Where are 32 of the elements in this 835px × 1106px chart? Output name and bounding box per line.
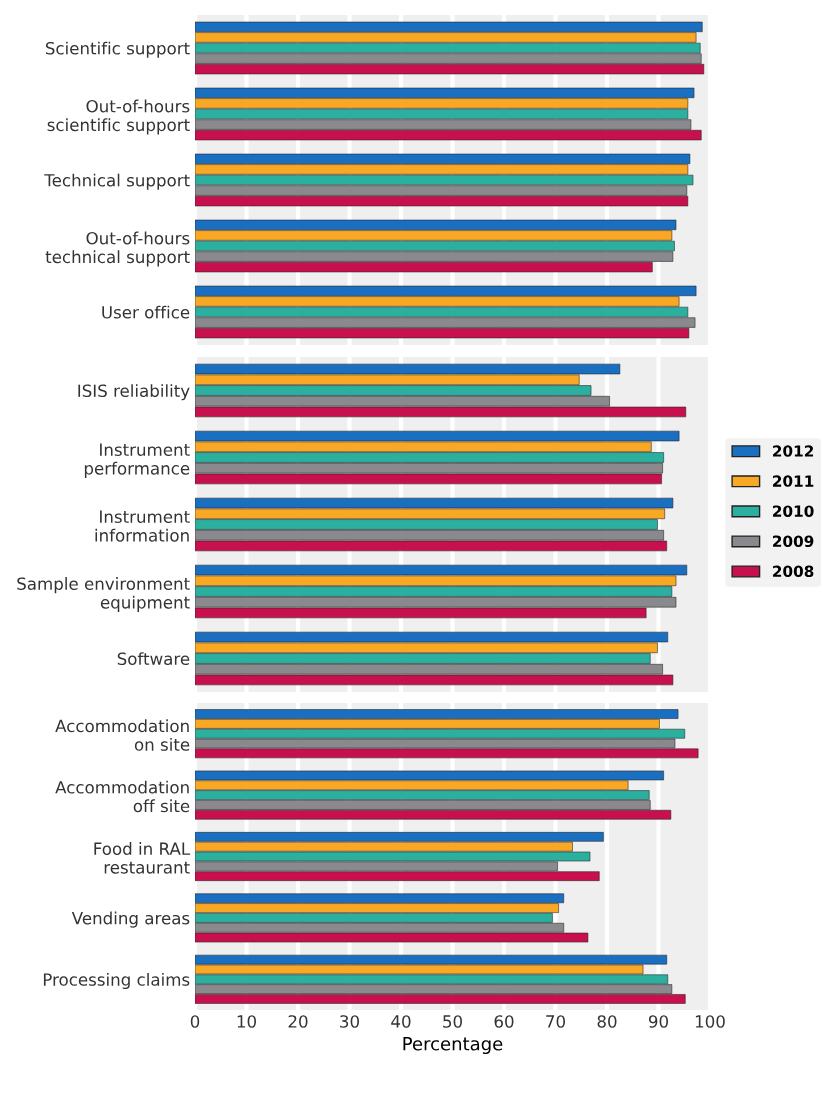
x-tick-label: 0 [190, 1015, 200, 1028]
x-tick-label: 50 [443, 1015, 462, 1028]
y-tick-label: Vending areas [71, 911, 190, 928]
y-tick-label: Food in RAL restaurant [94, 842, 191, 874]
y-tick-label: User office [102, 305, 190, 319]
legend-label: 2011 [773, 475, 814, 487]
legend-label: 2008 [773, 565, 814, 578]
legend-label: 2010 [773, 505, 814, 517]
y-tick-label: Out-of-hours scientific support [47, 99, 190, 135]
x-axis-title: Percentage [403, 1037, 503, 1055]
y-tick-label: Out-of-hours technical support [45, 231, 190, 267]
y-tick-label: Processing claims [43, 972, 190, 990]
x-tick-label: 70 [546, 1015, 565, 1028]
y-tick-label: Instrument performance [84, 443, 190, 478]
legend-label: 2009 [773, 535, 814, 547]
y-tick-label: Instrument information [95, 510, 190, 542]
y-tick-label: Technical support [44, 173, 190, 190]
y-tick-label: ISIS reliability [78, 384, 190, 401]
legend-label: 2012 [773, 445, 814, 457]
x-tick-label: 100 [695, 1015, 725, 1028]
y-tick-label: Accommodation on site [55, 719, 190, 751]
y-tick-label: Scientific support [45, 41, 190, 58]
x-tick-label: 80 [597, 1015, 617, 1028]
x-tick-label: 90 [648, 1015, 668, 1028]
y-tick-label: Software [117, 652, 190, 666]
x-tick-label: 10 [237, 1015, 256, 1028]
x-tick-label: 30 [340, 1015, 359, 1028]
x-tick-label: 60 [494, 1015, 514, 1028]
y-tick-label: Sample environment equipment [17, 577, 190, 612]
x-tick-label: 20 [288, 1015, 308, 1028]
y-tick-label: Accommodation off site [55, 780, 190, 813]
x-tick-label: 40 [391, 1015, 411, 1028]
